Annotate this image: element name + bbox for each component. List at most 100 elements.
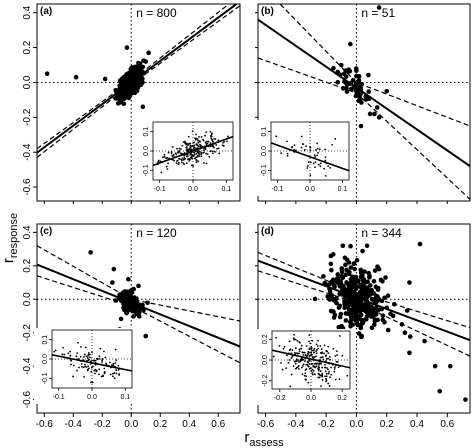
inset-point [327,345,330,348]
inset-panel: -0.1 0.0 0.1 -0.1 0.0 0.1 [253,120,353,196]
inset-point [83,376,86,378]
inset-point [226,140,228,143]
inset-point [307,381,310,384]
inset-point [327,368,329,371]
inset-point [300,146,303,149]
inset-point [113,372,116,374]
inset-point [184,142,187,145]
inset-point [187,149,190,152]
n-label: n = 800 [136,6,177,20]
inset-point [83,356,85,358]
inset-point [289,348,292,351]
inset-point [305,378,307,381]
inset-point [193,153,196,156]
inset-point [301,373,304,376]
inset-point [290,373,293,376]
inset-point [320,348,323,351]
inset-point [176,147,178,150]
inset-point [302,351,305,354]
inset-point [112,364,115,367]
panel-border [36,3,241,202]
inset-point [94,359,97,362]
inset-fit-line [271,142,349,172]
inset-point [117,369,120,371]
inset-point [181,144,184,147]
inset-point [75,355,78,358]
inset-point [296,339,299,342]
inset-point [206,153,209,155]
inset-point [223,140,226,143]
inset-point [309,149,312,152]
data-point [358,123,364,129]
data-point [331,65,336,71]
inset-point [272,355,275,358]
inset-point [93,369,96,372]
inset-point [103,367,106,370]
inset-point [84,346,87,349]
inset-point [283,345,286,348]
inset-point [334,378,337,381]
inset-point [324,148,326,151]
inset-point [87,355,89,357]
inset-point [321,366,324,369]
inset-point [303,374,306,377]
inset-point [292,337,295,340]
inset-point [305,375,308,378]
data-point [122,289,128,294]
ci-upper-line [258,251,470,329]
inset-point [291,146,293,148]
inset-point [305,363,308,366]
inset-point [325,377,328,380]
inset-x-tick-label: -0.1 [154,186,166,193]
fit-line [258,259,470,342]
inset-point [84,363,86,366]
inset-point [298,350,301,353]
inset-point [101,361,104,363]
inset-point [323,352,326,355]
inset-point [84,365,87,368]
inset-point [309,342,312,345]
inset-point [303,351,306,354]
inset-point [327,165,330,168]
inset-point [70,363,72,366]
data-point [385,293,391,299]
data-point [337,314,343,320]
data-point [358,270,364,276]
inset-point [310,351,313,354]
inset-point [102,374,104,377]
data-point [344,89,350,94]
inset-point [203,161,205,164]
inset-point [280,152,283,155]
inset-point [295,358,298,361]
inset-point [67,352,70,355]
inset-point [172,153,175,156]
inset-point [189,158,191,161]
inset-point [101,359,104,362]
data-point [360,248,365,254]
inset-point [205,162,208,165]
data-point [131,314,136,319]
inset-point [179,152,182,155]
data-point [371,278,377,284]
data-point [353,66,359,71]
data-point [358,274,364,280]
inset-point [87,352,90,354]
inset-point [98,368,101,371]
data-point [372,111,377,117]
ci-upper-line [37,245,240,322]
data-point [354,257,360,263]
inset-point [311,373,314,376]
data-point [367,275,372,280]
inset-point [325,357,328,360]
inset-point [109,373,112,376]
data-point [402,330,408,336]
inset-point [190,156,192,159]
inset-point [286,354,288,357]
data-point [350,274,355,280]
inset-point [98,373,100,376]
inset-point [185,155,188,158]
data-point [348,265,354,270]
data-point [136,314,142,319]
inset-point [190,164,193,167]
inset-point [306,167,309,169]
